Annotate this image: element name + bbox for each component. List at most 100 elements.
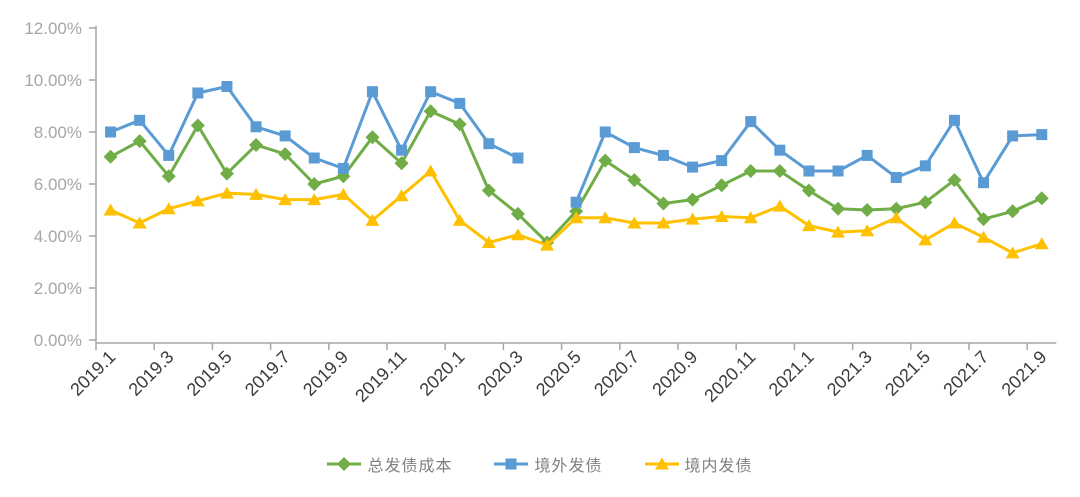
series-onshore-issuance-marker (831, 225, 846, 238)
series-onshore-issuance-marker (685, 212, 700, 225)
series-offshore-issuance-marker (483, 138, 495, 150)
series-onshore-issuance-marker (365, 213, 380, 226)
series-offshore-issuance-marker (192, 87, 204, 99)
series-total-issuance-cost-marker (976, 212, 991, 227)
series-onshore-issuance-marker (918, 233, 933, 246)
series-onshore-issuance-marker (743, 211, 758, 224)
series-offshore-issuance-marker (105, 126, 117, 138)
series-onshore-issuance-marker (161, 202, 176, 215)
x-axis-label: 2021.9 (998, 347, 1051, 400)
x-axis-label: 2021.7 (939, 347, 992, 400)
series-offshore-issuance-marker (250, 121, 262, 133)
series-offshore-issuance-marker (134, 114, 146, 126)
series-offshore-issuance-marker (628, 142, 640, 154)
series-total-issuance-cost-marker (947, 173, 962, 188)
series-total-issuance-cost-marker (656, 196, 671, 211)
x-axis-label: 2020.11 (700, 347, 759, 406)
series-onshore-issuance-marker (423, 164, 438, 177)
series-offshore-issuance-marker (657, 149, 669, 161)
series-total-issuance-cost-marker (772, 164, 787, 178)
legend-label: 境内发债 (684, 458, 753, 475)
series-onshore-issuance-marker (656, 216, 671, 229)
series-offshore-issuance-marker (163, 149, 175, 161)
x-axis-label: 2021.1 (765, 347, 818, 400)
legend-item-onshore-issuance[interactable]: 境内发债 (644, 452, 753, 476)
series-total-issuance-cost-marker (510, 206, 525, 221)
y-axis-label: 12.00% (24, 19, 82, 38)
x-axis-label: 2019.11 (351, 347, 410, 406)
x-axis-label: 2020.3 (474, 347, 527, 400)
x-axis-label: 2019.5 (183, 347, 236, 400)
legend-swatch-triangle-icon (644, 456, 679, 472)
series-total-issuance-cost-marker (685, 192, 700, 207)
series-total-issuance-cost-marker (481, 183, 496, 198)
series-onshore-issuance (103, 164, 1049, 259)
series-offshore-issuance-marker (454, 97, 466, 109)
series-onshore-issuance-marker (394, 189, 409, 202)
x-axis-label: 2021.5 (881, 347, 934, 400)
series-onshore-issuance-marker (772, 199, 787, 212)
series-total-issuance-cost-marker (714, 178, 729, 193)
series-total-issuance-cost-marker (161, 169, 176, 184)
triangle-swatch (644, 457, 679, 470)
series-offshore-issuance-marker (337, 162, 349, 174)
legend-item-offshore-issuance[interactable]: 境外发债 (494, 452, 602, 476)
x-axis-label: 2020.9 (648, 347, 701, 400)
series-onshore-issuance-marker (452, 213, 467, 226)
series-onshore-issuance-marker (219, 186, 234, 199)
series-offshore-issuance-marker (832, 165, 844, 177)
series-total-issuance-cost-marker (889, 201, 904, 216)
x-axis-label: 2020.5 (532, 347, 585, 400)
series-onshore-issuance-marker (801, 219, 816, 232)
x-axis-label: 2019.9 (299, 347, 352, 400)
series-onshore-issuance-marker (278, 193, 293, 206)
series-offshore-issuance-marker (948, 114, 960, 126)
legend-label: 总发债成本 (367, 458, 453, 475)
legend-marker (654, 457, 669, 470)
series-onshore-issuance-marker (889, 211, 904, 224)
series-onshore-issuance-marker (540, 238, 555, 251)
series-offshore-issuance-marker (890, 172, 902, 183)
series-total-issuance-cost-marker (365, 130, 380, 145)
series-offshore-issuance-marker (978, 177, 990, 189)
series-total-issuance-cost-marker (1005, 204, 1020, 219)
y-axis-label: 2.00% (34, 279, 82, 298)
series-offshore-issuance-marker (1007, 130, 1019, 142)
series-onshore-issuance-marker (714, 210, 729, 222)
series-total-issuance-cost-marker (452, 117, 467, 132)
legend-swatch-square-icon (494, 456, 529, 472)
series-total-issuance-cost-marker (860, 203, 875, 217)
series-onshore-issuance-marker (103, 203, 118, 216)
series-onshore-issuance-marker (1034, 237, 1049, 250)
series-total-issuance-cost-marker (743, 164, 758, 178)
series-offshore-issuance-marker (279, 130, 291, 142)
series-total-issuance-cost-marker (190, 118, 205, 133)
series-offshore-issuance-marker (716, 155, 728, 167)
series-onshore-issuance-marker (569, 211, 584, 224)
series-onshore-issuance-marker (132, 216, 147, 229)
series-onshore-issuance-marker (336, 187, 351, 200)
series-onshore-issuance-marker (481, 236, 496, 248)
series-offshore-issuance-marker (774, 144, 786, 156)
series-total-issuance-cost-marker (627, 173, 642, 188)
series-total-issuance-cost-marker (801, 183, 816, 198)
series-onshore-issuance-marker (307, 193, 322, 206)
legend-item-total-issuance-cost[interactable]: 总发债成本 (327, 452, 452, 476)
y-axis-label: 4.00% (34, 227, 82, 246)
x-axis-label: 2019.7 (241, 347, 294, 400)
series-total-issuance-cost-marker (219, 166, 234, 181)
series-onshore-issuance-marker (190, 194, 205, 207)
x-axis-label: 2019.3 (125, 347, 178, 400)
series-onshore-issuance-marker (510, 228, 525, 241)
series-offshore-issuance-marker (221, 81, 233, 92)
series-total-issuance-cost-marker (423, 104, 438, 119)
chart-legend: 总发债成本 境外发债 境内发债 (0, 452, 1080, 476)
series-total-issuance-cost-marker (598, 153, 613, 168)
x-axis-label: 2020.7 (590, 347, 643, 400)
series-offshore-issuance-marker (745, 116, 757, 128)
x-axis-label: 2021.3 (823, 347, 876, 400)
y-axis-label: 10.00% (24, 71, 82, 90)
series-offshore-issuance-marker (366, 86, 378, 98)
legend-swatch-diamond-icon (327, 456, 362, 472)
